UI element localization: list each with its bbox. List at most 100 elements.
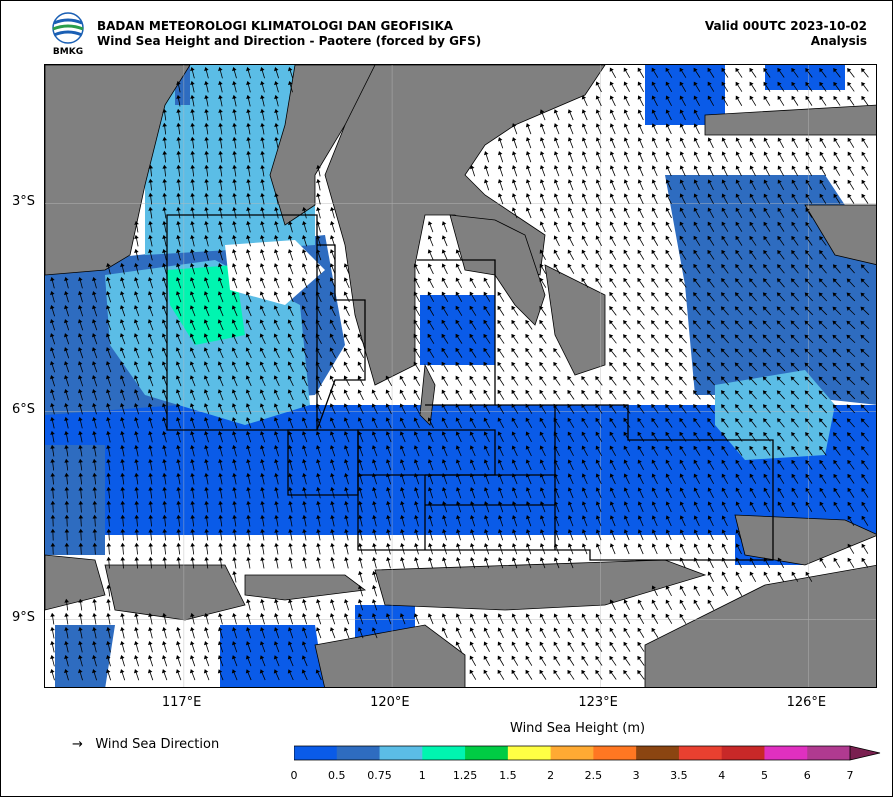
wind-arrow <box>399 403 406 415</box>
wind-arrow <box>483 291 491 302</box>
wind-arrow <box>609 277 617 288</box>
wind-arrow <box>581 277 589 288</box>
wind-arrow <box>679 543 686 555</box>
wind-arrow <box>64 598 69 611</box>
wind-arrow <box>819 179 827 190</box>
wind-arrow <box>287 263 294 275</box>
colorbar-tick-label: 2.5 <box>584 769 603 782</box>
wind-arrow <box>175 347 182 359</box>
wind-arrow <box>217 669 224 681</box>
wind-arrow <box>231 361 238 373</box>
wind-arrow <box>176 458 181 471</box>
wind-arrow <box>176 430 181 443</box>
wind-arrow <box>175 319 182 331</box>
wind-arrow <box>721 249 729 260</box>
wind-arrow <box>287 389 294 401</box>
land-buru <box>804 204 876 265</box>
wind-arrow <box>64 402 69 415</box>
wind-arrow <box>358 528 363 541</box>
wind-arrow <box>175 361 182 373</box>
wind-arrow <box>525 431 532 443</box>
wind-arrow <box>497 669 505 680</box>
wind-arrow <box>678 320 687 330</box>
wind-arrow <box>330 542 335 555</box>
wind-arrow <box>637 95 644 107</box>
wind-arrow <box>819 151 827 162</box>
wave-zone-banda-core <box>715 370 835 460</box>
wind-arrow <box>413 333 421 344</box>
wind-arrow <box>693 263 701 274</box>
wind-arrow <box>581 613 588 625</box>
wind-arrow <box>273 333 280 345</box>
wind-arrow <box>692 334 701 344</box>
colorbar-title: Wind Sea Height (m) <box>510 721 646 736</box>
wind-arrow <box>413 417 420 429</box>
wind-arrow <box>176 626 181 639</box>
wind-arrow <box>64 389 69 401</box>
colorbar-tick-label: 3.5 <box>670 769 688 782</box>
wind-arrow <box>511 319 519 330</box>
wind-arrow <box>78 612 83 625</box>
wind-arrow <box>455 375 463 386</box>
wind-arrow <box>651 151 658 163</box>
wind-arrow <box>246 500 251 513</box>
wind-arrow <box>818 390 828 400</box>
wind-arrow <box>260 528 265 541</box>
wind-arrow <box>609 235 617 247</box>
wind-arrow <box>400 514 405 527</box>
wind-arrow <box>288 220 293 233</box>
wind-arrow <box>231 669 238 681</box>
wind-arrow <box>777 501 785 512</box>
wind-arrow <box>162 206 167 219</box>
wind-arrow <box>455 445 462 457</box>
wind-arrow <box>162 444 167 457</box>
wind-arrow <box>833 473 841 484</box>
wind-arrow <box>567 655 575 666</box>
wind-arrow <box>804 334 814 344</box>
wind-arrow <box>804 348 814 358</box>
wind-arrow <box>567 473 574 485</box>
wind-arrow <box>818 334 828 344</box>
wind-arrow <box>63 333 70 345</box>
wind-arrow <box>105 669 112 681</box>
wind-arrow <box>50 612 55 625</box>
wind-arrow <box>860 292 870 302</box>
wind-arrow <box>483 529 490 541</box>
wind-arrow <box>469 375 477 386</box>
wind-arrow <box>148 612 153 625</box>
wind-arrow <box>665 473 672 485</box>
wind-arrow <box>665 179 672 191</box>
wind-arrow <box>259 333 266 345</box>
wind-arrow <box>776 348 786 358</box>
wind-arrow <box>651 235 659 246</box>
wind-arrow <box>329 249 336 261</box>
wind-arrow <box>413 347 421 358</box>
wind-arrow <box>134 528 140 541</box>
wind-arrow <box>581 417 589 428</box>
wind-arrow <box>497 529 504 541</box>
wind-arrow <box>721 235 729 246</box>
wind-arrow <box>246 164 251 177</box>
wind-arrow <box>329 403 336 415</box>
wind-arrow <box>413 445 420 457</box>
wind-arrow <box>176 108 181 121</box>
wind-arrow <box>231 641 238 653</box>
wind-arrow <box>553 151 560 163</box>
wind-arrow <box>204 220 209 233</box>
wind-arrow <box>273 669 280 681</box>
wind-arrow <box>525 347 533 358</box>
wind-arrow <box>106 500 112 513</box>
wind-arrow <box>148 444 153 457</box>
wind-arrow <box>497 165 504 177</box>
wind-arrow <box>176 641 181 653</box>
wind-arrow <box>232 164 237 177</box>
wind-arrow <box>162 500 167 513</box>
wind-arrow <box>553 389 561 400</box>
wind-arrow <box>707 263 715 274</box>
wind-arrow <box>595 501 602 513</box>
wind-arrow <box>344 500 349 513</box>
wind-arrow <box>651 320 659 330</box>
wind-arrow <box>120 472 125 485</box>
wind-arrow <box>330 556 335 569</box>
wind-arrow <box>609 109 616 121</box>
